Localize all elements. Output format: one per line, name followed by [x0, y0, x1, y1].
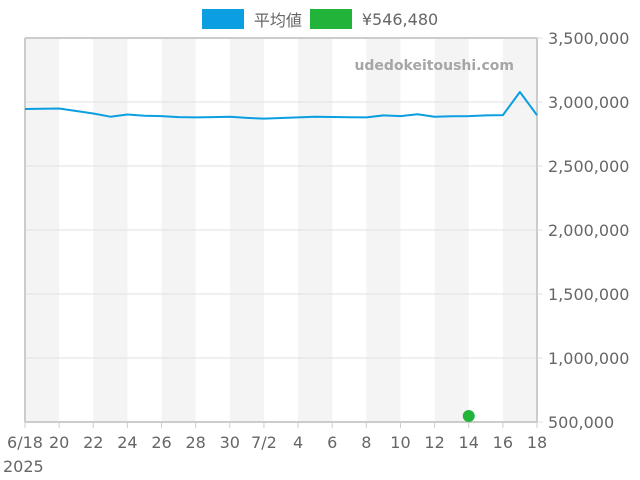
plot-frame [24, 37, 538, 423]
x-tick-label: 16 [493, 433, 513, 452]
y-tick-label: 3,000,000 [548, 93, 629, 112]
x-tick-label: 20 [49, 433, 69, 452]
chart-legend: 平均値 ¥546,480 [0, 8, 640, 30]
x-tick-label: 24 [117, 433, 137, 452]
x-tick-label: 26 [151, 433, 171, 452]
legend-label-price: ¥546,480 [361, 9, 439, 29]
x-tick-label: 10 [390, 433, 410, 452]
x-tick-label: 8 [361, 433, 371, 452]
watermark: udedokeitoushi.com [354, 58, 514, 74]
x-tick-label: 6/18 [7, 433, 43, 452]
x-tick-label: 18 [527, 433, 547, 452]
legend-swatch-price [309, 9, 352, 29]
x-tick-label: 7/2 [251, 433, 277, 452]
y-tick-label: 1,500,000 [548, 285, 629, 304]
x-tick-label: 12 [424, 433, 444, 452]
y-tick-label: 2,000,000 [548, 221, 629, 240]
x-tick-label: 28 [185, 433, 205, 452]
x-year-label: 2025 [3, 457, 44, 476]
x-tick-label: 6 [327, 433, 337, 452]
legend-item-average[interactable]: 平均値 [201, 7, 302, 31]
legend-label-average: 平均値 [253, 11, 302, 30]
y-tick-label: 3,500,000 [548, 29, 629, 48]
x-tick-label: 22 [83, 433, 103, 452]
x-tick-label: 4 [293, 433, 303, 452]
y-tick-label: 1,000,000 [548, 349, 629, 368]
price-point[interactable] [462, 410, 475, 423]
x-tick-label: 14 [459, 433, 479, 452]
y-tick-label: 500,000 [548, 413, 614, 432]
y-axis: 3,500,000 3,000,000 2,500,000 2,000,000 1,50… [548, 29, 629, 432]
y-tick-label: 2,500,000 [548, 157, 629, 176]
x-tick-label: 30 [220, 433, 240, 452]
average-price-line [24, 91, 538, 120]
legend-swatch-average [201, 9, 244, 29]
x-axis: 6/18 20 22 24 26 28 30 7/2 4 6 8 10 12 14 16 18 2025 [3, 422, 547, 476]
legend-item-price[interactable]: ¥546,480 [309, 9, 439, 29]
